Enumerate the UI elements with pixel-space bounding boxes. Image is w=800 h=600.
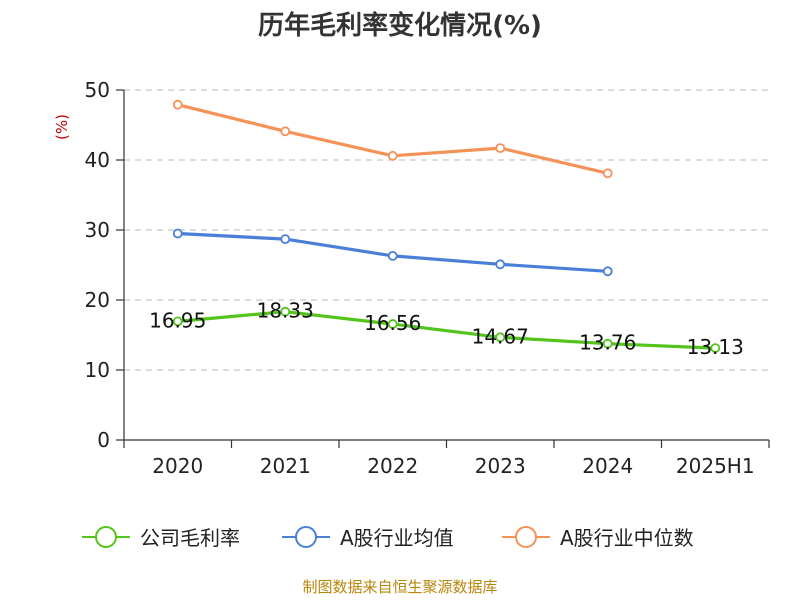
x-tick-label: 2025H1 bbox=[676, 454, 755, 478]
x-tick-label: 2023 bbox=[475, 454, 526, 478]
legend-item[interactable]: 公司毛利率 bbox=[82, 526, 240, 550]
data-label: 13.76 bbox=[579, 331, 636, 355]
legend-marker bbox=[95, 526, 117, 548]
x-tick-label: 2022 bbox=[367, 454, 418, 478]
axes bbox=[123, 90, 769, 441]
data-point bbox=[602, 266, 613, 277]
data-point bbox=[495, 143, 506, 154]
legend-label: A股行业中位数 bbox=[560, 526, 694, 550]
data-point bbox=[280, 126, 291, 137]
legend-marker bbox=[295, 526, 317, 548]
data-point bbox=[172, 316, 183, 327]
y-tick-label: 0 bbox=[97, 428, 110, 452]
y-tick-label: 10 bbox=[85, 358, 110, 382]
legend-item[interactable]: A股行业均值 bbox=[282, 526, 454, 550]
data-point bbox=[602, 168, 613, 179]
data-point bbox=[495, 259, 506, 270]
y-axis-label: (%) bbox=[53, 114, 71, 140]
series-line-0 bbox=[176, 310, 717, 350]
y-tick-label: 40 bbox=[85, 148, 110, 172]
data-point bbox=[387, 150, 398, 161]
data-label: 16.56 bbox=[364, 311, 421, 335]
legend-label: 公司毛利率 bbox=[140, 526, 240, 550]
legend[interactable]: 公司毛利率 A股行业均值 A股行业中位数 bbox=[82, 526, 694, 550]
x-tick-label: 2020 bbox=[152, 454, 203, 478]
legend-label: A股行业均值 bbox=[340, 526, 454, 550]
data-point bbox=[280, 234, 291, 245]
legend-marker bbox=[515, 526, 537, 548]
series-line-2 bbox=[176, 103, 610, 175]
grid-lines bbox=[124, 89, 769, 371]
data-label: 18.33 bbox=[257, 299, 314, 323]
x-tick-label: 2024 bbox=[582, 454, 633, 478]
plot-area: 16.95 18.33 16.56 14.67 13.76 13.13 bbox=[149, 99, 744, 359]
x-axis-ticks: 2020 2021 2022 2023 2024 2025H1 bbox=[123, 440, 770, 478]
y-tick-label: 30 bbox=[85, 218, 110, 242]
data-point bbox=[280, 306, 291, 317]
data-point bbox=[602, 338, 613, 349]
y-tick-label: 20 bbox=[85, 288, 110, 312]
legend-item[interactable]: A股行业中位数 bbox=[502, 526, 694, 550]
data-label: 13.13 bbox=[687, 335, 744, 359]
data-point bbox=[710, 343, 721, 353]
data-label: 16.95 bbox=[149, 308, 206, 332]
data-point bbox=[172, 228, 183, 239]
chart-title: 历年毛利率变化情况(%) bbox=[258, 10, 542, 41]
source-note: 制图数据来自恒生聚源数据库 bbox=[302, 578, 497, 596]
data-point bbox=[387, 250, 398, 261]
y-axis-ticks: 0 10 20 30 40 50 bbox=[85, 78, 124, 452]
data-point bbox=[387, 319, 398, 329]
x-tick-label: 2021 bbox=[260, 454, 311, 478]
data-point bbox=[495, 332, 506, 343]
data-label: 14.67 bbox=[472, 324, 529, 348]
y-tick-label: 50 bbox=[85, 78, 110, 102]
data-point bbox=[172, 99, 183, 110]
